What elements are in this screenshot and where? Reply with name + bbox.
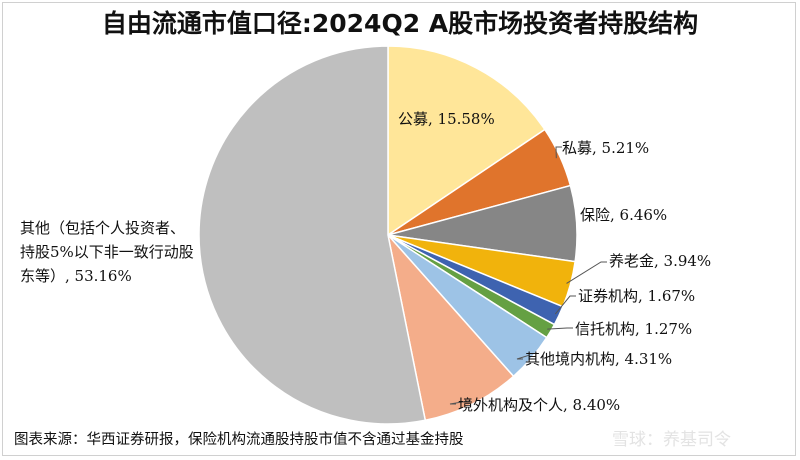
slice-label-5: 信托机构, 1.27% bbox=[575, 320, 693, 338]
chart-frame bbox=[2, 2, 796, 456]
slice-label-6: 其他境内机构, 4.31% bbox=[525, 350, 673, 368]
leader-line-5 bbox=[547, 327, 573, 330]
slice-label-8: 其他（包括个人投资者、 持股5%以下非一致行动股 东等）, 53.16% bbox=[20, 219, 194, 285]
slice-label-4: 证券机构, 1.67% bbox=[578, 287, 696, 305]
pie-slice-8 bbox=[198, 45, 427, 425]
leader-line-1 bbox=[555, 146, 562, 159]
slice-label-2: 保险, 6.46% bbox=[580, 206, 668, 224]
slice-label-1: 私募, 5.21% bbox=[562, 139, 650, 157]
leader-line-4 bbox=[554, 295, 576, 315]
leader-line-3 bbox=[566, 261, 607, 284]
leader-line-6 bbox=[516, 354, 529, 360]
chart-title: 自由流通市值口径:2024Q2 A股市场投资者持股结构 bbox=[101, 9, 699, 38]
slice-label-7: 境外机构及个人, 8.40% bbox=[458, 396, 621, 414]
slice-label-3: 养老金, 3.94% bbox=[609, 252, 712, 270]
slice-label-0: 公募, 15.58% bbox=[398, 110, 495, 128]
pie-slice-0 bbox=[387, 45, 546, 237]
source-note: 图表来源：华西证券研报，保险机构流通股持股市值不含通过基金持股 bbox=[14, 432, 464, 448]
pie-slice-7 bbox=[386, 232, 515, 422]
leader-line-7 bbox=[449, 400, 471, 405]
watermark: 雪球：养基司令 bbox=[612, 430, 731, 450]
